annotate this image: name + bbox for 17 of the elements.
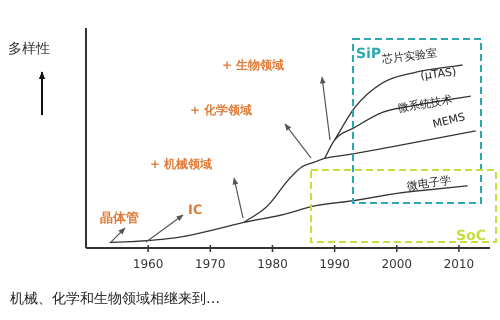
annotation: SoC — [456, 228, 486, 244]
annotation: + 生物领域 — [222, 58, 284, 72]
annotation: IC — [188, 203, 202, 218]
x-tick-label: 1970 — [195, 257, 226, 271]
x-tick-label: 1980 — [257, 257, 288, 271]
text: SiP — [356, 46, 382, 62]
x-tick-label: 1990 — [319, 257, 350, 271]
x-tick-label: 2000 — [381, 257, 412, 271]
annotation: + 化学领域 — [190, 103, 252, 117]
y-axis-title: 多样性 — [8, 41, 50, 57]
annotation: + 机械领域 — [150, 157, 212, 171]
annotation: 晶体管 — [100, 211, 139, 226]
text: 芯片实验室 (μTAS) — [380, 46, 458, 82]
text: 微电子学 — [406, 174, 452, 193]
text: 机械、化学和生物领域相继来到… — [10, 291, 220, 307]
x-tick-label: 1960 — [132, 257, 164, 271]
x-tick-label: 2010 — [444, 257, 474, 271]
